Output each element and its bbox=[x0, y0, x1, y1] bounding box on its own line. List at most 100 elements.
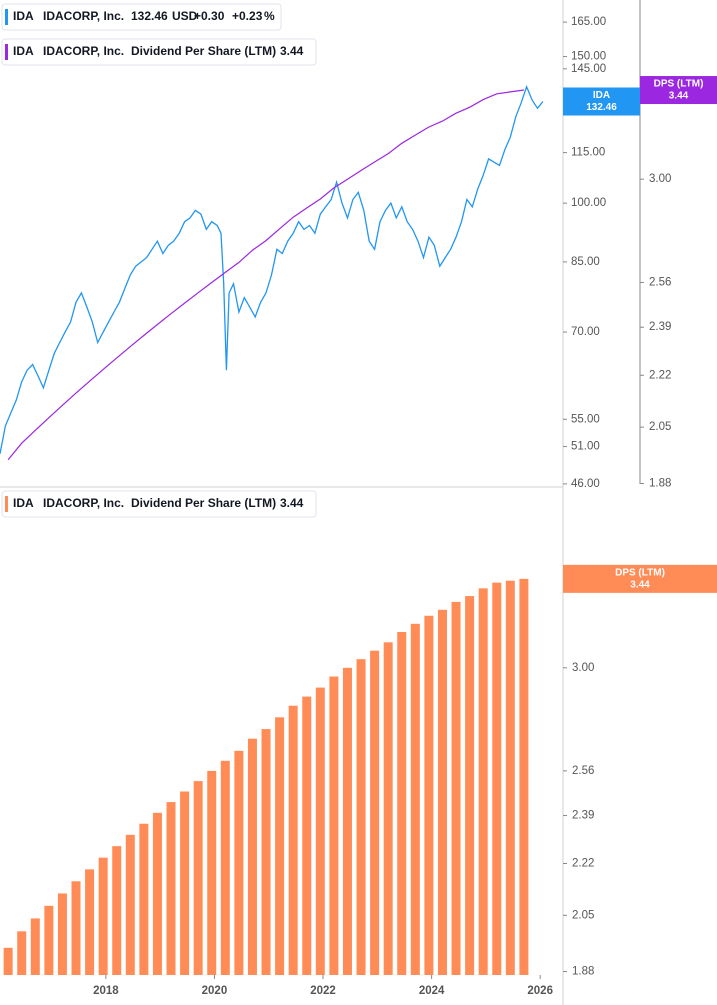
y2-tick-label: 3.00 bbox=[649, 173, 671, 185]
bar bbox=[71, 881, 81, 975]
value-tag-label: IDA bbox=[593, 90, 610, 101]
legend-text: % bbox=[264, 9, 275, 23]
value-tag bbox=[563, 87, 640, 116]
y-tick-label: 150.00 bbox=[571, 51, 606, 63]
value-tag-value: 3.44 bbox=[630, 579, 650, 590]
legend-text: IDACORP, Inc. bbox=[43, 44, 124, 58]
legend-box bbox=[1, 490, 317, 518]
legend-text: Dividend Per Share (LTM) bbox=[131, 496, 276, 510]
x-tick-label: 2020 bbox=[202, 985, 228, 997]
y-tick-label: 51.00 bbox=[571, 441, 600, 453]
bar bbox=[451, 601, 461, 975]
value-tag bbox=[563, 564, 717, 593]
legend-text: USD bbox=[172, 9, 198, 23]
bar bbox=[85, 869, 95, 975]
bar bbox=[234, 750, 244, 975]
y2-tick-label: 2.39 bbox=[649, 321, 671, 333]
bar bbox=[397, 631, 407, 975]
bar bbox=[302, 696, 312, 975]
bar bbox=[465, 596, 475, 975]
bar bbox=[166, 802, 176, 975]
bar bbox=[125, 834, 135, 975]
bar bbox=[247, 738, 257, 975]
bar bbox=[478, 588, 488, 975]
y-tick-label: 165.00 bbox=[571, 16, 606, 28]
legend-text: +0.23 bbox=[232, 9, 263, 23]
value-tag bbox=[640, 76, 717, 105]
dps-panel: 3.00 2.56 2.39 2.22 2.05 1.88 2018 2020 2022 2024… bbox=[1, 490, 717, 997]
x-tick-label: 2026 bbox=[527, 985, 553, 997]
x-tick-label: 2022 bbox=[310, 985, 336, 997]
legend-text: 3.44 bbox=[280, 496, 304, 510]
bar bbox=[519, 578, 529, 975]
bar bbox=[180, 791, 190, 975]
y-tick-label: 1.88 bbox=[572, 966, 594, 978]
legend-text: IDA bbox=[13, 496, 34, 510]
bar bbox=[383, 642, 393, 975]
y2-tick-label: 2.05 bbox=[649, 421, 671, 433]
legend-swatch bbox=[5, 44, 8, 60]
y-tick-label: 100.00 bbox=[571, 197, 606, 209]
y-tick-label: 85.00 bbox=[571, 256, 600, 268]
series-line bbox=[0, 84, 544, 454]
y2-tick-label: 2.56 bbox=[649, 276, 671, 288]
legend-text: 3.44 bbox=[280, 44, 304, 58]
y-tick-label: 2.39 bbox=[572, 810, 594, 822]
bar bbox=[505, 580, 515, 975]
bar bbox=[329, 676, 339, 975]
bar bbox=[98, 857, 108, 975]
bar bbox=[356, 659, 366, 975]
x-tick-label: 2018 bbox=[93, 985, 119, 997]
y-tick-label: 3.00 bbox=[572, 662, 594, 674]
legend-text: IDA bbox=[13, 44, 34, 58]
bar bbox=[220, 760, 230, 975]
bar bbox=[492, 582, 502, 975]
bar bbox=[44, 905, 54, 975]
series-line bbox=[7, 89, 524, 461]
y-tick-label: 2.56 bbox=[572, 765, 594, 777]
bar bbox=[437, 609, 447, 975]
y2-tick-label: 2.22 bbox=[649, 369, 671, 381]
value-tag-label: DPS (LTM) bbox=[615, 567, 665, 578]
y-tick-label: 55.00 bbox=[571, 413, 600, 425]
bar bbox=[112, 846, 122, 975]
value-tag-value: 132.46 bbox=[586, 102, 617, 113]
bar bbox=[288, 705, 298, 975]
bar bbox=[370, 650, 380, 975]
legend-box bbox=[1, 38, 317, 66]
bar bbox=[3, 947, 13, 975]
legend-swatch bbox=[5, 496, 8, 512]
bar bbox=[30, 918, 40, 975]
bar bbox=[152, 812, 162, 975]
legend-text: Dividend Per Share (LTM) bbox=[131, 44, 276, 58]
legend-text: IDA bbox=[13, 9, 34, 23]
y-tick-label: 70.00 bbox=[571, 326, 600, 338]
bar bbox=[57, 893, 67, 975]
y2-tick-label: 1.88 bbox=[649, 478, 671, 490]
bar bbox=[424, 615, 434, 975]
bar bbox=[207, 770, 217, 975]
legend-text: +0.30 bbox=[194, 9, 225, 23]
bar bbox=[275, 717, 285, 975]
bar bbox=[193, 781, 203, 975]
bar bbox=[139, 823, 149, 975]
bar bbox=[410, 623, 420, 975]
value-tag-value: 3.44 bbox=[669, 91, 689, 102]
y-tick-label: 2.22 bbox=[572, 858, 594, 870]
legend-text: 132.46 bbox=[131, 9, 168, 23]
legend-text: IDACORP, Inc. bbox=[43, 496, 124, 510]
y-tick-label: 46.00 bbox=[571, 478, 600, 490]
y-tick-label: 145.00 bbox=[571, 63, 606, 75]
value-tag-label: DPS (LTM) bbox=[654, 79, 704, 90]
bar bbox=[315, 687, 325, 975]
x-tick-label: 2024 bbox=[419, 985, 445, 997]
bar bbox=[17, 931, 27, 975]
legend-swatch bbox=[5, 9, 8, 25]
legend-text: IDACORP, Inc. bbox=[43, 9, 124, 23]
bar bbox=[261, 729, 271, 975]
bar bbox=[342, 667, 352, 975]
legend-box bbox=[1, 3, 282, 31]
y-tick-label: 2.05 bbox=[572, 909, 594, 921]
